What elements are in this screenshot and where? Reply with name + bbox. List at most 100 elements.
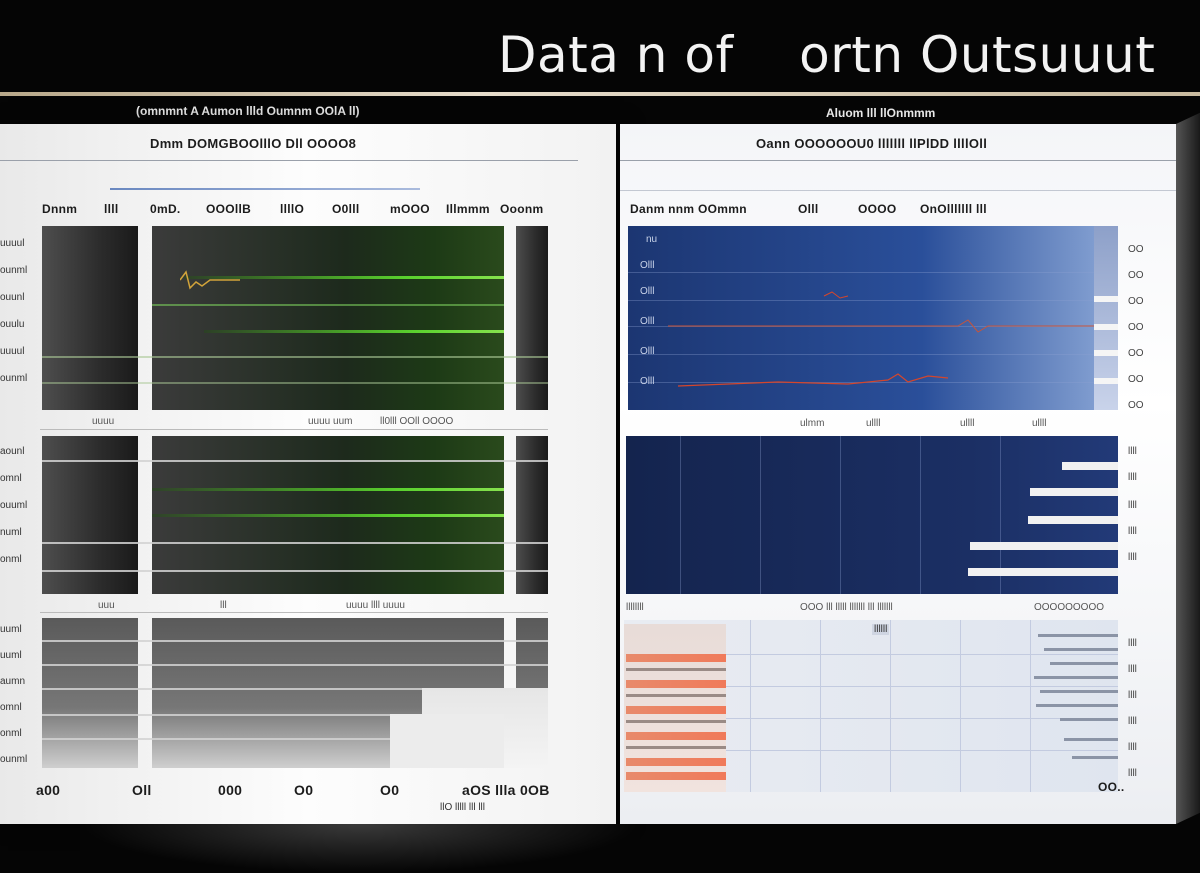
mid-label: ll0lll OOll OOOO — [380, 416, 454, 427]
orange-bar — [626, 732, 726, 740]
col-header: Olll — [798, 202, 819, 216]
y-tick-right: llll — [1128, 552, 1137, 563]
mid-label: uuuu uum — [308, 416, 353, 427]
step-bar — [1050, 662, 1118, 665]
row-label: omnl — [0, 702, 22, 713]
gray-bar — [626, 694, 726, 697]
green-trace — [184, 276, 504, 279]
col-header: 0mD. — [150, 202, 181, 216]
row-label: uuml — [0, 650, 22, 661]
mid-label: OOOOOOOOO — [1034, 602, 1105, 613]
grid-line — [760, 436, 761, 594]
reflection — [80, 824, 640, 873]
page-title: Data n of ortn Outsuuut — [498, 26, 1156, 84]
row-label: uuml — [0, 624, 22, 635]
grid-line — [42, 356, 548, 358]
grid-line — [42, 738, 548, 740]
grid-line — [890, 620, 891, 792]
y-tick-right: OO — [1128, 348, 1144, 359]
grid-line — [152, 304, 504, 306]
blue-chart-top — [628, 226, 1118, 410]
col-header: OOOllB — [206, 202, 252, 216]
col-header: llllO — [280, 202, 305, 216]
grid-line — [624, 654, 1118, 655]
y-tick: Olll — [640, 286, 655, 297]
header-rule — [620, 190, 1176, 191]
orange-bar — [626, 680, 726, 688]
y-tick: Olll — [640, 376, 655, 387]
gray-bar — [626, 720, 726, 723]
grid-line — [628, 272, 1118, 273]
chart-block-left-top-c — [516, 226, 548, 410]
footer-label: aOS llla 0OB — [462, 782, 550, 798]
y-tick-right: llll — [1128, 526, 1137, 537]
header-rule — [0, 160, 578, 161]
grid-line — [1030, 620, 1031, 792]
y-tick-right: llll — [1128, 638, 1137, 649]
y-tick-right: llll — [1128, 742, 1137, 753]
footer-label: O0 — [294, 782, 314, 798]
h-bar — [1028, 516, 1118, 524]
grid-line — [628, 300, 1118, 301]
gray-bar — [626, 668, 726, 671]
y-tick: Olll — [640, 260, 655, 271]
row-label: uuuul — [0, 346, 25, 357]
step-bar — [1034, 676, 1118, 679]
y-tick: nu — [646, 234, 658, 245]
y-tick-right: llll — [1128, 768, 1137, 779]
y-tick-right: llll — [1128, 716, 1137, 727]
y-tick-right: OO — [1128, 400, 1144, 411]
grid-line — [628, 354, 1118, 355]
col-header: Dnnm — [42, 202, 78, 216]
trace-glitch — [180, 270, 240, 290]
mid-label: OOO lll lllll lllllll lll lllllll — [800, 602, 893, 613]
row-label: omnl — [0, 473, 22, 484]
col-header: Ooonm — [500, 202, 544, 216]
legend-box: llllll — [872, 624, 890, 635]
row-label: onml — [0, 728, 22, 739]
h-bar — [1030, 488, 1118, 496]
step-bar — [1072, 756, 1118, 759]
row-label: ouulu — [0, 319, 25, 330]
green-trace — [152, 488, 504, 491]
mid-label: ullll — [1032, 418, 1047, 429]
row-label: ounml — [0, 265, 28, 276]
footer-label: O0 — [380, 782, 400, 798]
footer-label: a00 — [36, 782, 61, 798]
grid-line — [680, 436, 681, 594]
scale-bar — [1094, 350, 1118, 356]
step-bar — [1044, 648, 1118, 651]
mid-label: ulmm — [800, 418, 825, 429]
col-header: O0lll — [332, 202, 360, 216]
col-header: mOOO — [390, 202, 430, 216]
row-label: ouuml — [0, 500, 28, 511]
chart-block-left-mid-c — [516, 436, 548, 594]
mid-label: llllllll — [626, 602, 644, 613]
gray-bar — [626, 746, 726, 749]
grid-line — [628, 382, 1118, 383]
row-label: ouunl — [0, 292, 25, 303]
y-tick-right: OO — [1128, 270, 1144, 281]
row-label: onml — [0, 554, 22, 565]
left-panel-caption: (omnmnt A Aumon llld Oumnm OOlA ll) — [136, 104, 360, 118]
h-bar — [1062, 462, 1118, 470]
header-underline — [110, 188, 420, 190]
grid-line — [42, 382, 548, 384]
mid-label: ullll — [866, 418, 881, 429]
col-header: OnOlllllll lll — [920, 202, 987, 216]
chart-block-left-top-a — [42, 226, 138, 410]
green-trace — [204, 330, 504, 333]
row-label: ounml — [0, 754, 28, 765]
grid-line — [42, 460, 548, 462]
col-header: llll — [104, 202, 119, 216]
chart-block-left-mid-a — [42, 436, 138, 594]
y-tick-right: llll — [1128, 664, 1137, 675]
y-tick-right: OO — [1128, 296, 1144, 307]
row-label: aounl — [0, 446, 25, 457]
mid-label: uuuu llll uuuu — [346, 600, 405, 611]
header-rule — [620, 160, 1176, 161]
step-bar — [1064, 738, 1118, 741]
footer-note: llO lllll lll lll — [440, 802, 485, 813]
scale-bar — [1094, 324, 1118, 330]
grid-line — [820, 620, 821, 792]
